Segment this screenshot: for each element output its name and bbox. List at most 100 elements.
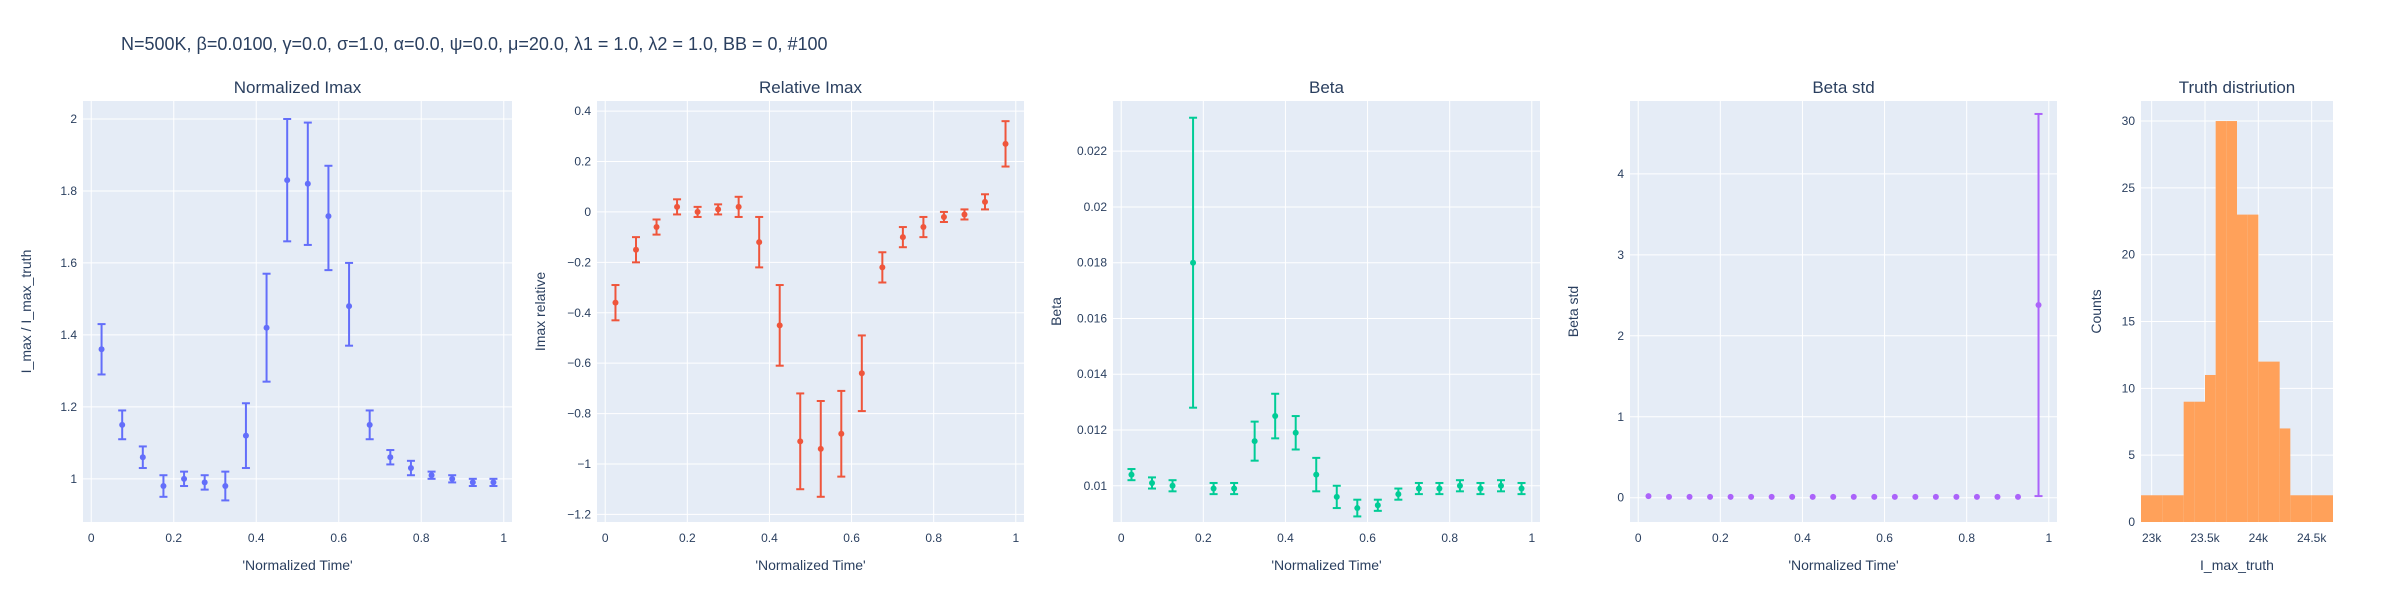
histogram-bar xyxy=(2247,214,2259,522)
y-axis-label: Beta std xyxy=(1565,286,1581,337)
data-point xyxy=(2035,302,2042,309)
data-point xyxy=(1477,485,1484,492)
y-tick-label: 30 xyxy=(2122,114,2136,128)
subplot-4: 0 0.2 0.4 0.6 0.8 1 0 1 2 3 4 Beta std 'Normalized T… xyxy=(1565,78,2057,573)
data-point xyxy=(1789,493,1796,500)
histogram-bar xyxy=(2215,121,2227,523)
x-tick-label: 23.5k xyxy=(2190,531,2220,545)
x-tick-label: 0.2 xyxy=(1712,531,1729,545)
data-point xyxy=(428,472,435,479)
x-tick-label: 23k xyxy=(2142,531,2162,545)
x-tick-label: 1 xyxy=(2045,531,2052,545)
data-point xyxy=(1456,482,1463,489)
y-tick-label: −0.6 xyxy=(567,356,591,370)
y-tick-label: 2 xyxy=(70,112,77,126)
data-point xyxy=(1666,493,1673,500)
y-tick-label: −0.2 xyxy=(567,255,591,269)
data-point xyxy=(119,421,126,428)
data-point xyxy=(879,264,886,271)
y-tick-label: 1.8 xyxy=(60,184,77,198)
data-point xyxy=(838,430,845,437)
data-point xyxy=(160,483,167,490)
x-tick-label: 0.8 xyxy=(925,531,942,545)
y-tick-label: 0 xyxy=(2128,515,2135,529)
data-point xyxy=(653,224,660,231)
y-axis-label: Imax relative xyxy=(532,272,548,352)
x-axis-label: 'Normalized Time' xyxy=(242,557,352,573)
histogram-bar xyxy=(2162,495,2184,522)
data-point xyxy=(1149,479,1156,486)
data-point xyxy=(1190,259,1197,266)
x-tick-label: 0 xyxy=(1635,531,1642,545)
histogram-bar xyxy=(2311,495,2333,522)
histogram-bar xyxy=(2141,495,2163,522)
data-point xyxy=(1994,493,2001,500)
y-tick-label: −0.4 xyxy=(567,306,591,320)
data-point xyxy=(899,234,906,241)
data-point xyxy=(694,208,701,215)
histogram-bar xyxy=(2226,121,2237,523)
histogram-bar xyxy=(2205,374,2216,522)
data-point xyxy=(756,239,763,246)
x-axis-label: 'Normalized Time' xyxy=(1788,557,1898,573)
subplot-title: Normalized Imax xyxy=(234,78,362,97)
x-tick-label: 0.4 xyxy=(248,531,265,545)
subplot-1: 0 0.2 0.4 0.6 0.8 1 1 1.2 1.4 1.6 1.8 2 Normalized I… xyxy=(18,78,512,573)
data-point xyxy=(366,421,373,428)
x-axis-label: 'Normalized Time' xyxy=(755,557,865,573)
x-tick-label: 0.6 xyxy=(843,531,860,545)
x-tick-label: 0 xyxy=(88,531,95,545)
y-tick-label: 2 xyxy=(1617,329,1624,343)
data-point xyxy=(715,206,722,213)
data-point xyxy=(776,322,783,329)
data-point xyxy=(469,479,476,486)
data-point xyxy=(920,224,927,231)
data-point xyxy=(1809,493,1816,500)
y-tick-label: 0.022 xyxy=(1077,144,1107,158)
y-tick-label: 0.016 xyxy=(1077,311,1107,325)
plot-background xyxy=(1113,101,1540,522)
plot-background xyxy=(1630,101,2057,522)
data-point xyxy=(387,454,394,461)
x-tick-label: 1 xyxy=(1012,531,1019,545)
y-tick-label: 20 xyxy=(2122,248,2136,262)
data-point xyxy=(674,203,681,210)
data-point xyxy=(1912,493,1919,500)
y-tick-label: 15 xyxy=(2122,315,2136,329)
data-point xyxy=(1645,493,1652,500)
y-tick-label: 5 xyxy=(2128,448,2135,462)
data-point xyxy=(1374,502,1381,509)
subplot-title: Beta std xyxy=(1812,78,1874,97)
y-tick-label: 0 xyxy=(1617,491,1624,505)
data-point xyxy=(1333,493,1340,500)
plot-background xyxy=(597,101,1024,522)
data-point xyxy=(1518,485,1525,492)
data-point xyxy=(1231,485,1238,492)
data-point xyxy=(325,213,332,220)
x-tick-label: 0 xyxy=(1118,531,1125,545)
data-point xyxy=(858,370,865,377)
y-tick-label: 0.2 xyxy=(574,155,591,169)
data-point xyxy=(242,432,249,439)
data-point xyxy=(346,303,353,310)
data-point xyxy=(940,213,947,220)
data-point xyxy=(284,177,291,184)
data-point xyxy=(1953,493,1960,500)
y-tick-label: 1.4 xyxy=(60,328,77,342)
data-point xyxy=(1251,438,1258,445)
y-tick-label: 0.018 xyxy=(1077,256,1107,270)
y-tick-label: 1.6 xyxy=(60,256,77,270)
histogram-bar xyxy=(2237,214,2248,522)
y-tick-label: −1 xyxy=(577,457,591,471)
y-tick-label: 0.01 xyxy=(1084,479,1108,493)
data-point xyxy=(1497,482,1504,489)
data-point xyxy=(181,475,188,482)
subplot-5: 23k 23.5k 24k 24.5k 0 5 10 15 20 25 30 Truth distri… xyxy=(2088,78,2333,573)
data-point xyxy=(1768,493,1775,500)
y-axis-label: Beta xyxy=(1048,297,1064,326)
x-tick-label: 0.6 xyxy=(330,531,347,545)
data-point xyxy=(1727,493,1734,500)
x-tick-label: 0.2 xyxy=(679,531,696,545)
data-point xyxy=(612,299,619,306)
y-tick-label: 0.014 xyxy=(1077,367,1107,381)
